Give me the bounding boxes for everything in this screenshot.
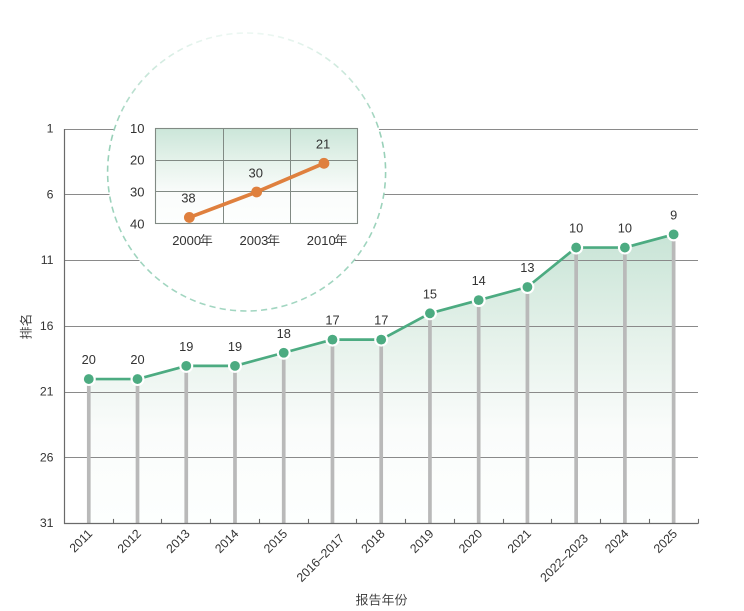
svg-text:14: 14 <box>472 273 486 288</box>
svg-text:17: 17 <box>374 313 388 328</box>
svg-text:6: 6 <box>47 187 54 201</box>
svg-text:1: 1 <box>47 122 54 136</box>
svg-text:2000: 2000 <box>172 233 201 248</box>
svg-text:26: 26 <box>40 450 54 464</box>
svg-text:15: 15 <box>423 286 437 301</box>
svg-text:20: 20 <box>130 352 144 367</box>
svg-text:21: 21 <box>40 385 54 399</box>
svg-text:13: 13 <box>520 260 534 275</box>
svg-text:11: 11 <box>41 253 54 267</box>
svg-text:10: 10 <box>618 221 632 236</box>
svg-text:2010: 2010 <box>307 233 336 248</box>
svg-text:9: 9 <box>670 207 677 222</box>
svg-text:19: 19 <box>228 339 242 354</box>
svg-text:30: 30 <box>130 185 144 200</box>
svg-text:19: 19 <box>179 339 193 354</box>
svg-text:30: 30 <box>249 165 263 180</box>
svg-text:18: 18 <box>277 326 291 341</box>
svg-text:10: 10 <box>569 221 583 236</box>
svg-text:40: 40 <box>130 216 144 231</box>
svg-text:17: 17 <box>325 313 339 328</box>
svg-text:38: 38 <box>181 191 195 206</box>
svg-text:2003: 2003 <box>239 233 268 248</box>
svg-text:21: 21 <box>316 137 330 152</box>
svg-text:20: 20 <box>130 153 144 168</box>
svg-text:16: 16 <box>40 319 54 333</box>
svg-text:20: 20 <box>82 352 96 367</box>
svg-text:10: 10 <box>130 121 144 136</box>
svg-text:31: 31 <box>40 516 54 530</box>
